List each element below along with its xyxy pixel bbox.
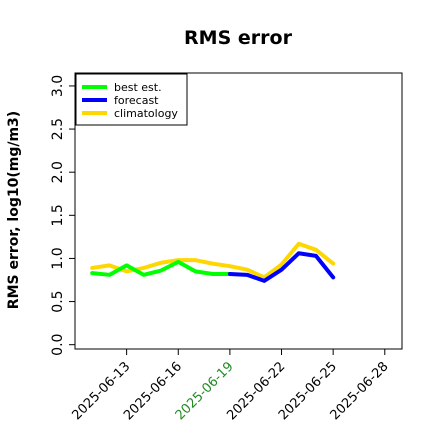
plot-frame [74,72,403,350]
x-axis: 2025-06-132025-06-162025-06-192025-06-22… [69,349,392,423]
y-tick-label: 2.5 [50,118,66,140]
y-tick-label: 1.5 [50,204,66,226]
y-axis-label: RMS error, log10(mg/m3) [6,111,22,309]
y-tick-label: 2.0 [50,161,66,183]
y-tick-label: 0.5 [50,290,66,312]
legend-label: best est. [114,81,162,94]
legend-label: forecast [114,94,159,107]
y-axis: 0.0 0.5 1.0 1.5 2.0 2.5 3.0 [50,75,75,356]
series-line-best-est [90,259,232,277]
chart-title: RMS error [184,27,293,49]
series-line-forecast [227,251,336,283]
y-tick-label: 3.0 [50,75,66,97]
y-tick-label: 0.0 [50,334,66,356]
series-layer [90,241,336,283]
y-tick-label: 1.0 [50,247,66,269]
legend-label: climatology [114,107,178,120]
